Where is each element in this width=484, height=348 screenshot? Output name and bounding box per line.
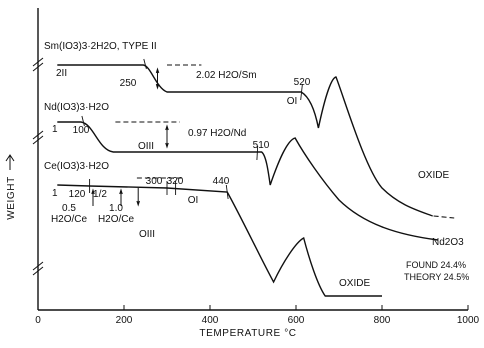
- sm-dehydration-arrow: [155, 67, 160, 90]
- sm-temp-250: 250: [120, 78, 137, 89]
- series-nd: [57, 115, 438, 241]
- x-tick-label-800: 800: [374, 315, 391, 326]
- nd-found-label: FOUND 24.4%: [406, 260, 466, 270]
- ce-compound-label: Ce(IO3)3·H2O: [44, 161, 109, 172]
- ce-temp-320: 320: [167, 176, 184, 187]
- ce-marker-440: [225, 184, 229, 200]
- x-ticks: 0 200 400 600 800 1000: [35, 305, 480, 326]
- ce-product-oiii: OIII: [139, 229, 155, 240]
- series-ce: [57, 177, 382, 297]
- nd-marker-510: [256, 145, 259, 161]
- sm-temp-520: 520: [294, 77, 311, 88]
- ce-product-oi: OI: [188, 195, 199, 206]
- nd-marker-100: [81, 115, 85, 127]
- ce-step1-amount: 0.5: [62, 203, 76, 214]
- nd-compound-label: Nd(IO3)3·H2O: [44, 102, 109, 113]
- ce-step1-unit: H2O/Ce: [51, 214, 88, 225]
- x-tick-label-200: 200: [116, 315, 133, 326]
- ce-temp-120: 120: [69, 189, 86, 200]
- ce-temp-300: 300: [146, 176, 163, 187]
- sm-marker-250: [143, 58, 147, 70]
- y-axis-arrow: [5, 154, 15, 170]
- x-tick-label-1000: 1000: [457, 315, 480, 326]
- ce-step2-arrow: [119, 188, 123, 206]
- y-axis-title: WEIGHT: [6, 176, 17, 220]
- sm-final-label: OXIDE: [418, 170, 449, 181]
- ce-curve: [57, 184, 382, 297]
- sm-oxide-dash: [433, 215, 455, 219]
- nd-temp-100: 100: [73, 125, 90, 136]
- nd-phase-label: 1: [52, 124, 58, 135]
- sm-marker-520: [300, 83, 303, 101]
- ce-final-label: OXIDE: [339, 278, 370, 289]
- nd-product-label: OIII: [138, 141, 154, 152]
- ce-step2-amount: 1.0: [109, 203, 123, 214]
- y-axis-break-marks: [32, 57, 44, 276]
- ce-step2-unit: H2O/Ce: [98, 214, 135, 225]
- ce-temp-440: 440: [213, 176, 230, 187]
- ce-intermediate-label: 1/2: [93, 189, 107, 200]
- sm-product-label: OI: [287, 96, 298, 107]
- sm-dehydration-label: 2.02 H2O/Sm: [196, 70, 257, 81]
- ce-phase-label: 1: [52, 188, 58, 199]
- nd-final-label: Nd2O3: [432, 237, 464, 248]
- nd-curve: [57, 121, 438, 241]
- x-tick-label-600: 600: [288, 315, 305, 326]
- sm-phase-label: 2II: [56, 68, 67, 79]
- nd-theory-label: THEORY 24.5%: [404, 272, 469, 282]
- y-axis-title-group: WEIGHT: [5, 154, 17, 220]
- series-sm: [57, 58, 455, 219]
- nd-dehydration-arrow: [165, 124, 169, 149]
- nd-temp-510: 510: [253, 140, 270, 151]
- x-tick-label-400: 400: [202, 315, 219, 326]
- nd-dehydration-label: 0.97 H2O/Nd: [188, 128, 246, 139]
- x-tick-label-0: 0: [35, 315, 41, 326]
- ce-step1-arrow: [91, 188, 95, 206]
- sm-compound-label: Sm(IO3)3·2H2O, TYPE II: [44, 41, 157, 52]
- x-axis-title: TEMPERATURE °C: [199, 328, 296, 339]
- sm-curve: [57, 64, 433, 217]
- ce-oiii-arrow: [136, 188, 140, 207]
